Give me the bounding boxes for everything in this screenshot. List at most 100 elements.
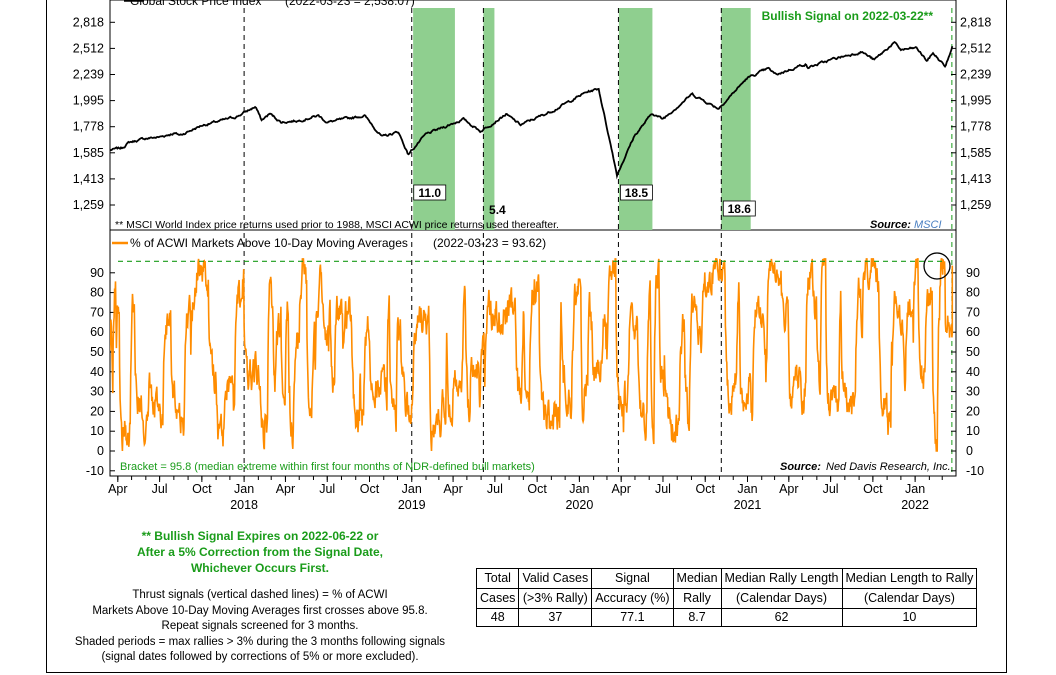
x-month-label: Jul <box>319 482 335 496</box>
bottom-right-tick-label: 20 <box>966 404 980 418</box>
rally-label-box-3 <box>722 200 756 217</box>
stats-header-row-1: Total Valid Cases Signal Median Median R… <box>475 568 978 589</box>
description-note: Thrust signals (vertical dashed lines) =… <box>60 588 460 666</box>
stats-h1-5: Median Length to Rally <box>841 568 978 589</box>
stats-h1-0: Total <box>475 568 520 589</box>
stats-val-4: 62 <box>720 608 843 627</box>
x-month-label: Jul <box>487 482 503 496</box>
desc-line-5: (signal dates followed by corrections of… <box>101 651 419 663</box>
x-month-label: Oct <box>192 482 212 496</box>
x-month-label: Apr <box>108 482 127 496</box>
expiry-line-3: Whichever Occurs First. <box>190 561 330 575</box>
stats-h1-2: Signal <box>591 568 674 589</box>
bottom-left-tick-label: 30 <box>90 385 104 399</box>
rally-label-box-0 <box>413 184 447 201</box>
bottom-left-tick-label: 40 <box>90 365 104 379</box>
stats-h2-0: Cases <box>475 588 520 609</box>
x-month-label: Jul <box>823 482 839 496</box>
signal-highlight-circle <box>923 252 951 280</box>
bottom-panel-border <box>109 229 957 477</box>
x-month-label: Oct <box>863 482 883 496</box>
expiry-line-2: After a 5% Correction from the Signal Da… <box>136 545 384 559</box>
x-month-label: Jan <box>737 482 757 496</box>
stats-h2-5: (Calendar Days) <box>841 588 978 609</box>
bottom-right-tick-label: 70 <box>966 305 980 319</box>
top-right-tick-label: 2,512 <box>960 41 991 55</box>
top-legend-label: Global Stock Price Index <box>130 0 261 8</box>
rally-label-box-2 <box>620 184 653 201</box>
top-right-tick-label: 1,259 <box>960 198 991 212</box>
rally-shade-1 <box>483 8 495 230</box>
x-year-label: 2022 <box>901 498 929 512</box>
bottom-left-tick-label: 50 <box>90 345 104 359</box>
bottom-right-tick-label: 40 <box>966 365 980 379</box>
bottom-left-tick-label: 0 <box>97 444 104 458</box>
stats-val-1: 37 <box>518 608 593 627</box>
top-source-label: Source: <box>870 219 911 231</box>
bottom-left-tick-label: 10 <box>90 424 104 438</box>
top-right-tick-label: 2,818 <box>960 15 991 29</box>
x-month-label: Jan <box>905 482 925 496</box>
stats-val-0: 48 <box>475 608 520 627</box>
bottom-left-tick-label: 60 <box>90 325 104 339</box>
x-month-label: Jul <box>152 482 168 496</box>
stats-header-row-2: Cases (>3% Rally) Accuracy (%) Rally (Ca… <box>475 588 978 609</box>
top-left-tick-label: 1,995 <box>73 94 104 108</box>
top-left-tick-label: 1,259 <box>73 198 104 212</box>
bottom-left-tick-label: 90 <box>90 266 104 280</box>
bottom-right-tick-label: 10 <box>966 424 980 438</box>
bottom-right-tick-label: 60 <box>966 325 980 339</box>
rally-label-2: 18.5 <box>625 186 649 200</box>
top-left-tick-label: 2,239 <box>73 68 104 82</box>
breadth-line <box>110 258 954 452</box>
bottom-left-tick-label: 20 <box>90 404 104 418</box>
x-month-label: Apr <box>611 482 630 496</box>
top-footnote: ** MSCI World Index price returns used p… <box>115 219 559 231</box>
x-year-label: 2018 <box>230 498 258 512</box>
notes-block: ** Bullish Signal Expires on 2022-06-22 … <box>60 528 460 666</box>
bottom-right-tick-label: -10 <box>966 464 984 478</box>
rally-label-0: 11.0 <box>418 186 441 200</box>
x-year-label: 2020 <box>565 498 593 512</box>
stats-values-row: 48 37 77.1 8.7 62 10 <box>475 608 978 627</box>
stats-h1-4: Median Rally Length <box>720 568 843 589</box>
stats-h2-4: (Calendar Days) <box>720 588 843 609</box>
bottom-right-tick-label: 30 <box>966 385 980 399</box>
x-month-label: Apr <box>443 482 462 496</box>
top-panel-border <box>109 0 957 231</box>
x-month-label: Oct <box>527 482 547 496</box>
top-legend-value: (2022-03-23 = 2,538.07) <box>285 0 415 8</box>
bottom-right-tick-label: 50 <box>966 345 980 359</box>
desc-line-1: Thrust signals (vertical dashed lines) =… <box>132 589 388 601</box>
top-right-tick-label: 1,585 <box>960 146 991 160</box>
stats-val-5: 10 <box>841 608 978 627</box>
stats-table: Total Valid Cases Signal Median Median R… <box>475 568 978 627</box>
bottom-source-label: Source: <box>780 461 821 473</box>
top-right-tick-label: 1,995 <box>960 94 991 108</box>
bottom-source-name: Ned Davis Research, Inc. <box>826 461 951 473</box>
bottom-left-tick-label: -10 <box>86 464 104 478</box>
x-year-label: 2021 <box>734 498 762 512</box>
stats-h2-3: Rally <box>672 588 722 609</box>
stats-val-3: 8.7 <box>672 608 722 627</box>
x-month-label: Jan <box>402 482 422 496</box>
desc-line-2: Markets Above 10-Day Moving Averages fir… <box>92 604 428 617</box>
bottom-legend-value: (2022-03-23 = 93.62) <box>433 236 546 250</box>
rally-shade-3 <box>721 8 751 230</box>
stats-h1-3: Median <box>672 568 722 589</box>
top-source-name: MSCI <box>914 219 942 231</box>
x-year-label: 2019 <box>398 498 426 512</box>
top-right-tick-label: 2,239 <box>960 68 991 82</box>
desc-line-4: Shaded periods = max rallies > 3% during… <box>74 635 446 648</box>
top-right-tick-label: 1,778 <box>960 120 991 134</box>
x-month-label: Jan <box>569 482 589 496</box>
bottom-left-tick-label: 80 <box>90 286 104 300</box>
price-line <box>110 41 954 180</box>
stats-h1-1: Valid Cases <box>518 568 593 589</box>
top-left-tick-label: 1,778 <box>73 120 104 134</box>
top-right-tick-label: 1,413 <box>960 172 991 186</box>
rally-label-3: 18.6 <box>728 202 752 216</box>
top-left-tick-label: 1,413 <box>73 172 104 186</box>
bottom-legend-label: % of ACWI Markets Above 10-Day Moving Av… <box>130 236 408 250</box>
bottom-right-tick-label: 0 <box>966 444 973 458</box>
